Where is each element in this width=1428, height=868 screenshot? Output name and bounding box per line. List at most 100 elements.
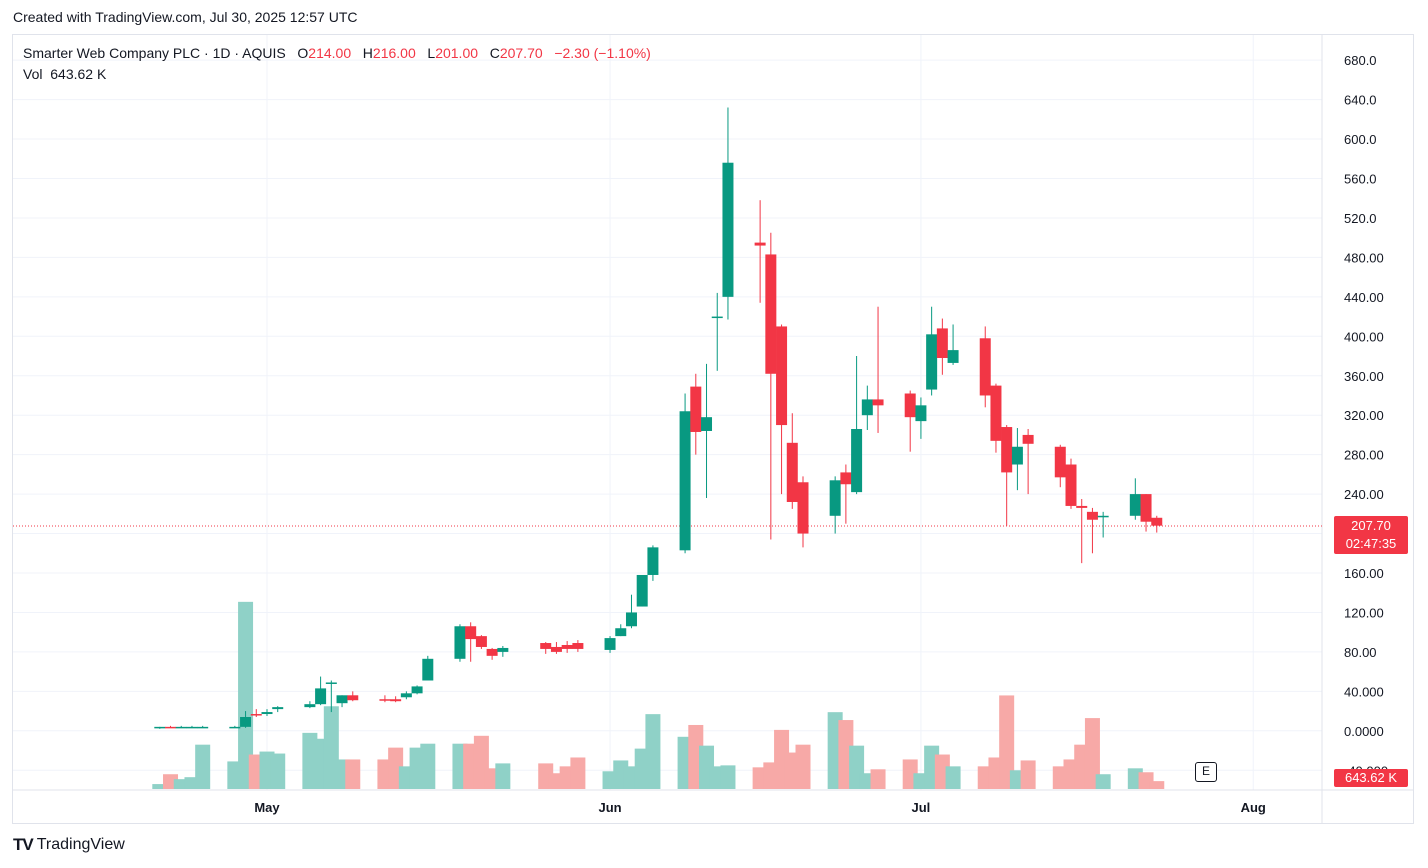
candle-body[interactable] [475, 636, 487, 647]
candle-body[interactable] [486, 648, 498, 656]
volume-bar [570, 757, 586, 789]
volume-bar [270, 753, 286, 789]
candle-body[interactable] [776, 326, 788, 426]
candle-body[interactable] [1011, 446, 1023, 465]
volume-value: 643.62 K [50, 66, 107, 82]
candle-body[interactable] [229, 726, 241, 729]
candle-body[interactable] [754, 242, 766, 246]
candle-body[interactable] [1097, 515, 1109, 518]
candle-body[interactable] [550, 646, 562, 652]
candle-body[interactable] [936, 328, 948, 358]
x-tick-label: Jun [598, 800, 621, 815]
candle-body[interactable] [1140, 494, 1152, 522]
candle-body[interactable] [336, 695, 348, 704]
x-tick-label: Jul [912, 800, 931, 815]
candle-body[interactable] [690, 386, 702, 432]
y-tick-label: 360.00 [1344, 369, 1384, 384]
candle-body[interactable] [1001, 427, 1013, 473]
candle-body[interactable] [261, 712, 273, 715]
candle-body[interactable] [540, 643, 552, 649]
candle-body[interactable] [979, 338, 991, 396]
candle-body[interactable] [272, 707, 284, 710]
candle-body[interactable] [175, 726, 187, 729]
candle-body[interactable] [786, 442, 798, 502]
candle-body[interactable] [636, 574, 648, 607]
candle-body[interactable] [829, 480, 841, 516]
candle-body[interactable] [411, 686, 423, 694]
candle-body[interactable] [904, 393, 916, 418]
candle-body[interactable] [422, 658, 434, 681]
volume-bar [238, 601, 254, 789]
candle-body[interactable] [186, 726, 198, 729]
volume-bar [999, 695, 1015, 789]
candle-body[interactable] [1076, 505, 1088, 508]
candle-body[interactable] [647, 547, 659, 575]
y-tick-label: 80.00 [1344, 645, 1377, 660]
candle-body[interactable] [304, 704, 316, 708]
volume-bar [720, 765, 736, 789]
candle-body[interactable] [1054, 446, 1066, 478]
candle-body[interactable] [347, 695, 359, 701]
candle-body[interactable] [711, 316, 723, 319]
candle-body[interactable] [390, 699, 402, 702]
low-label: L [427, 45, 436, 61]
candle-body[interactable] [872, 399, 884, 406]
y-tick-label: 280.00 [1344, 448, 1384, 463]
candle-body[interactable] [947, 350, 959, 363]
bar-countdown: 02:47:35 [1345, 536, 1397, 551]
candle-body[interactable] [1151, 517, 1163, 526]
candle-body[interactable] [197, 726, 209, 729]
candle-body[interactable] [722, 162, 734, 297]
candle-body[interactable] [454, 626, 466, 659]
candle-body[interactable] [615, 628, 627, 637]
candle-body[interactable] [315, 688, 327, 705]
candle-body[interactable] [765, 254, 777, 374]
close-value: 207.70 [499, 45, 543, 61]
candle-body[interactable] [400, 693, 412, 698]
y-tick-label: 520.0 [1344, 211, 1377, 226]
y-tick-label: 40.000 [1344, 684, 1384, 699]
y-tick-label: 600.0 [1344, 132, 1377, 147]
candle-body[interactable] [625, 612, 637, 627]
volume-bar [795, 744, 811, 789]
y-tick-label: 400.00 [1344, 329, 1384, 344]
candle-body[interactable] [1086, 511, 1098, 520]
candle-body[interactable] [915, 405, 927, 422]
candle-body[interactable] [926, 334, 938, 390]
x-tick-label: Aug [1241, 800, 1266, 815]
symbol-label[interactable]: Smarter Web Company PLC · 1D · AQUIS [23, 45, 286, 61]
volume-legend: Vol 643.62 K [23, 66, 106, 82]
earnings-event-marker[interactable]: E [1195, 762, 1217, 782]
volume-bar [345, 759, 361, 789]
volume-label: Vol [23, 66, 43, 82]
candle-body[interactable] [604, 638, 616, 650]
candle-body[interactable] [379, 699, 391, 701]
candle-body[interactable] [797, 482, 809, 534]
candle-body[interactable] [561, 644, 573, 649]
volume-bar [945, 766, 961, 789]
candle-body[interactable] [679, 411, 691, 551]
candle-body[interactable] [701, 417, 713, 431]
candle-body[interactable] [851, 429, 863, 493]
candle-body[interactable] [990, 385, 1002, 441]
volume-bar [495, 763, 511, 789]
high-value: 216.00 [372, 45, 416, 61]
y-tick-label: 120.00 [1344, 605, 1384, 620]
candle-body[interactable] [240, 716, 252, 727]
candle-body[interactable] [154, 726, 166, 729]
ohlc-legend: Smarter Web Company PLC · 1D · AQUIS O21… [23, 45, 651, 61]
candle-body[interactable] [1022, 434, 1034, 444]
candle-body[interactable] [250, 714, 262, 716]
candle-body[interactable] [1065, 464, 1077, 506]
candle-body[interactable] [1129, 494, 1141, 516]
change-value: −2.30 (−1.10%) [554, 45, 651, 61]
candle-body[interactable] [497, 647, 509, 652]
footer-brand[interactable]: TV TradingView [13, 835, 125, 855]
candle-body[interactable] [325, 682, 337, 684]
candle-body[interactable] [572, 643, 584, 649]
candle-body[interactable] [165, 726, 177, 729]
candle-body[interactable] [840, 472, 852, 485]
candle-body[interactable] [861, 399, 873, 416]
candle-body[interactable] [465, 626, 477, 640]
